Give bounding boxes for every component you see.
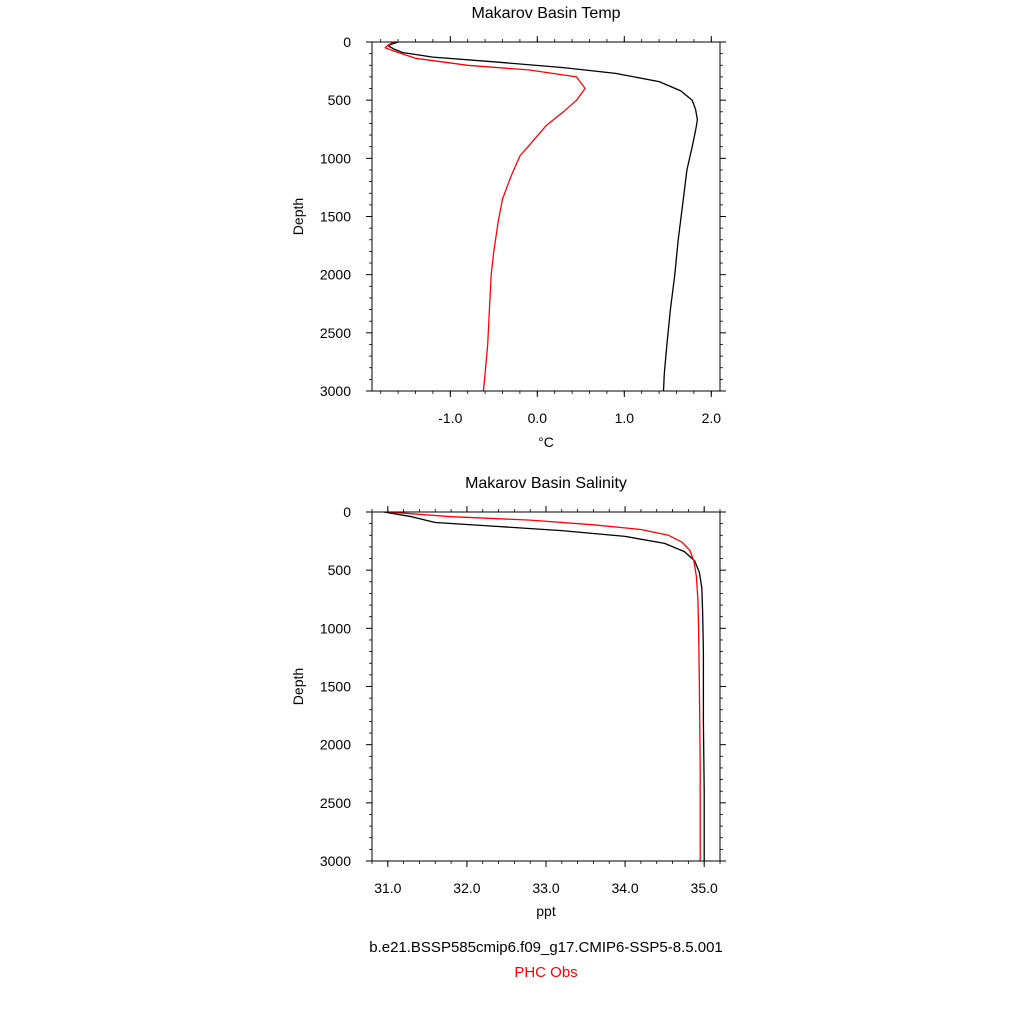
salinity-panel: Makarov Basin Salinity 31.0 32.0 33.0 34.0 35…: [290, 475, 726, 919]
ticks: -1.0 0.0 1.0 2.0 0 500 1000 1500 2000 2500 3000: [320, 34, 726, 426]
x-tick-label: 35.0: [691, 880, 718, 896]
y-tick-label: 3000: [320, 383, 351, 399]
x-tick-label: 1.0: [615, 410, 635, 426]
series-line-model: [387, 41, 699, 392]
y-axis-label: Depth: [290, 198, 306, 235]
x-tick-label: 31.0: [374, 880, 401, 896]
y-tick-label: 1000: [320, 150, 351, 166]
y-tick-label: 2500: [320, 325, 351, 341]
x-tick-label: 0.0: [528, 410, 548, 426]
chart-title: Makarov Basin Salinity: [465, 475, 627, 492]
y-tick-label: 500: [328, 92, 352, 108]
y-tick-label: 1000: [320, 620, 351, 636]
legend-label-obs: PHC Obs: [514, 964, 577, 981]
series-line-obs: [387, 511, 701, 861]
x-tick-label: 34.0: [611, 880, 638, 896]
plot-frame: [371, 511, 721, 862]
x-axis-label: °C: [538, 434, 554, 450]
y-tick-label: 1500: [320, 679, 351, 695]
y-tick-label: 2000: [320, 267, 351, 283]
y-tick-label: 1500: [320, 209, 351, 225]
ticks: 31.0 32.0 33.0 34.0 35.0 0 500 1000 1500 2000 2500…: [320, 504, 726, 896]
y-tick-label: 2000: [320, 737, 351, 753]
y-tick-label: 2500: [320, 795, 351, 811]
legend-label-model: b.e21.BSSP585cmip6.f09_g17.CMIP6-SSP5-8.…: [369, 939, 723, 956]
x-tick-label: 32.0: [453, 880, 480, 896]
y-tick-label: 500: [328, 562, 352, 578]
y-tick-label: 0: [343, 34, 351, 50]
x-tick-label: 33.0: [532, 880, 559, 896]
chart-title: Makarov Basin Temp: [471, 5, 620, 22]
series-line-model: [383, 511, 705, 861]
series-group: [383, 511, 705, 861]
y-axis-label: Depth: [290, 668, 306, 705]
series-line-obs: [384, 41, 586, 392]
x-tick-label: -1.0: [438, 410, 462, 426]
y-tick-label: 0: [343, 504, 351, 520]
y-tick-label: 3000: [320, 853, 351, 869]
x-tick-label: 2.0: [702, 410, 722, 426]
temperature-panel: Makarov Basin Temp -1.0 0.0 1.0 2.0 0 500 1000 1…: [290, 5, 726, 450]
x-axis-label: ppt: [536, 903, 556, 919]
series-group: [384, 41, 699, 392]
legend: b.e21.BSSP585cmip6.f09_g17.CMIP6-SSP5-8.…: [369, 939, 723, 981]
